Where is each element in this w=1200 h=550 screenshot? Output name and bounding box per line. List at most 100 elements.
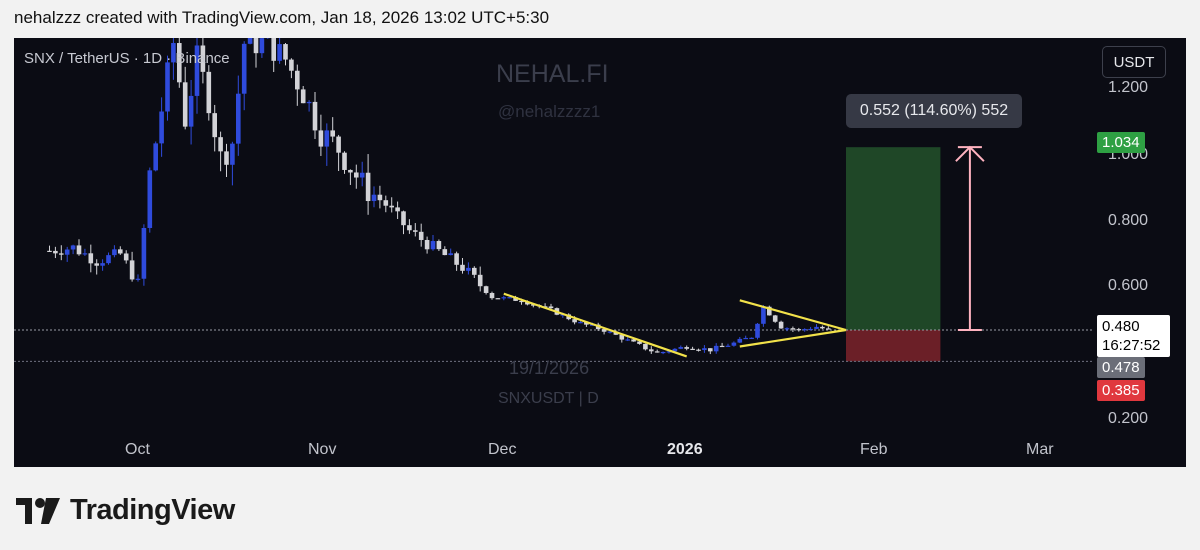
candle-body xyxy=(159,111,164,144)
stop-price-tag: 0.385 xyxy=(1097,380,1145,401)
candle-body xyxy=(442,249,448,256)
candle-body xyxy=(749,337,754,339)
candle-body xyxy=(401,211,406,226)
candle-body xyxy=(330,130,335,137)
candle-body xyxy=(123,253,129,261)
time-tick: Feb xyxy=(860,441,888,458)
candle-body xyxy=(348,169,353,173)
candle-body xyxy=(637,341,642,344)
symbol-description: SNX / TetherUS · 1D · Binance xyxy=(24,50,230,67)
candle-body xyxy=(678,347,684,349)
target-zone xyxy=(846,147,941,330)
candle-body xyxy=(826,328,831,330)
candle-body xyxy=(672,348,678,352)
candle-body xyxy=(365,172,371,202)
candle-body xyxy=(666,351,672,353)
trendline-descending-wedge-upper xyxy=(503,292,688,358)
candle-body xyxy=(584,322,589,325)
candle-body xyxy=(271,38,276,61)
candle-body xyxy=(188,95,194,127)
currency-selector[interactable]: USDT xyxy=(1102,46,1166,78)
price-tick: 0.200 xyxy=(1108,410,1149,427)
price-chart[interactable]: SNX / TetherUS · 1D · Binance NEHAL.FI @… xyxy=(14,38,1186,467)
tradingview-wordmark: TradingView xyxy=(70,494,235,526)
candle-body xyxy=(59,253,64,255)
candle-body xyxy=(253,38,259,54)
candle-body xyxy=(300,89,306,104)
candle-body xyxy=(454,253,459,265)
candle-body xyxy=(94,263,99,266)
chart-canvas[interactable] xyxy=(14,38,1186,467)
price-tick: 0.600 xyxy=(1108,277,1149,294)
candle-body xyxy=(147,170,153,228)
candle-body xyxy=(389,205,394,208)
candle-body xyxy=(413,230,418,232)
candle-body xyxy=(236,93,241,144)
candle-body xyxy=(247,38,253,44)
candle-body xyxy=(100,263,105,266)
candle-body xyxy=(342,152,347,170)
time-tick: Mar xyxy=(1026,441,1054,458)
candle-body xyxy=(578,322,583,324)
candle-body xyxy=(318,130,324,147)
candle-body xyxy=(129,260,135,280)
candle-body xyxy=(377,194,383,201)
candle-body xyxy=(784,328,790,330)
candle-body xyxy=(135,278,141,280)
candle-body xyxy=(713,345,719,352)
candle-body xyxy=(283,44,288,60)
candle-body xyxy=(743,337,748,340)
candle-body xyxy=(460,264,465,271)
candle-body xyxy=(531,304,536,306)
candle-body xyxy=(336,136,341,153)
price-tick: 1.200 xyxy=(1108,79,1149,96)
candle-body xyxy=(106,255,111,264)
time-tick: Oct xyxy=(125,441,150,458)
candle-body xyxy=(477,274,483,287)
candle-body xyxy=(643,343,648,350)
candle-body xyxy=(289,59,294,71)
candle-body xyxy=(808,328,813,331)
candle-body xyxy=(814,326,819,329)
candle-body xyxy=(407,225,412,231)
candle-body xyxy=(472,267,477,275)
candle-body xyxy=(88,253,94,264)
bar-countdown: 16:27:52 xyxy=(1102,337,1161,354)
candle-body xyxy=(224,151,229,165)
candle-body xyxy=(82,253,88,255)
candle-body xyxy=(631,339,636,342)
candle-body xyxy=(802,329,807,331)
candle-body xyxy=(601,329,607,332)
last-price-value: 0.480 xyxy=(1102,318,1140,335)
candle-body xyxy=(436,241,442,250)
candle-body xyxy=(47,250,52,252)
candle-body xyxy=(112,249,117,256)
stop-zone xyxy=(846,330,941,362)
candle-body xyxy=(820,326,825,329)
candle-body xyxy=(177,43,182,83)
candle-body xyxy=(259,38,265,54)
time-tick: 2026 xyxy=(667,441,703,458)
candle-body xyxy=(649,349,654,352)
candle-body xyxy=(525,302,530,305)
candle-body xyxy=(548,306,554,309)
candle-body xyxy=(495,298,501,300)
candle-body xyxy=(218,137,223,152)
candle-body xyxy=(182,82,188,127)
candle-body xyxy=(767,306,772,316)
footer-branding: TradingView xyxy=(16,494,235,527)
last-price-tag: 0.480 16:27:52 xyxy=(1097,315,1170,357)
watermark-brand: NEHAL.FI xyxy=(496,60,609,88)
candle-body xyxy=(76,245,82,255)
previous-close-tag: 0.478 xyxy=(1097,357,1145,378)
candle-body xyxy=(241,43,247,94)
candle-body xyxy=(171,43,176,63)
candle-body xyxy=(194,45,200,96)
candle-body xyxy=(660,351,666,354)
candle-body xyxy=(761,306,766,324)
candle-body xyxy=(354,172,359,178)
candle-body xyxy=(424,239,430,250)
candle-body xyxy=(790,328,796,330)
candle-body xyxy=(70,245,76,250)
measure-tooltip: 0.552 (114.60%) 552 xyxy=(846,94,1022,128)
